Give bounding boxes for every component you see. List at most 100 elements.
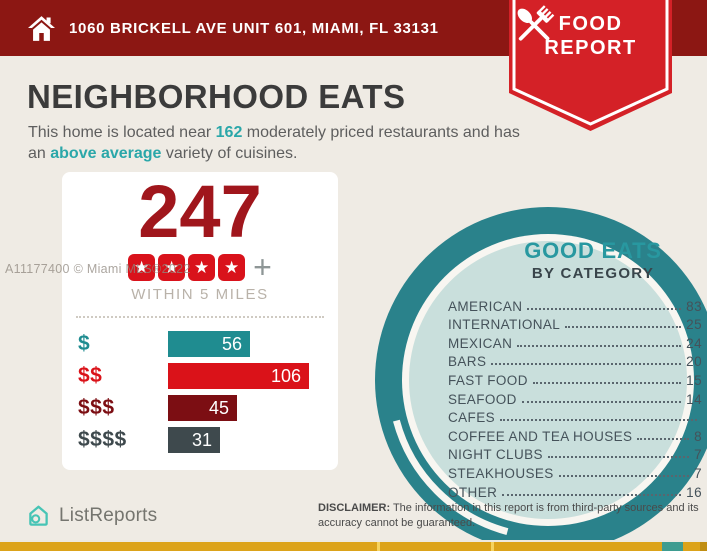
category-row: CAFES	[448, 407, 702, 426]
category-value: 8	[694, 428, 702, 444]
category-label: INTERNATIONAL	[448, 317, 561, 333]
category-row: FAST FOOD 15	[448, 369, 702, 388]
subtitle-text: moderately priced restaurants and has an	[28, 124, 520, 163]
listreports-house-icon	[29, 505, 48, 526]
good-eats-circle-graphic	[375, 207, 707, 551]
rating-stars: ★ ★ ★ ★	[128, 253, 246, 281]
dotted-leader	[547, 456, 690, 459]
category-label: NIGHT CLUBS	[448, 447, 543, 463]
category-label: COFFEE AND TEA HOUSES	[448, 428, 633, 444]
ribbon-title-line2: REPORT	[544, 37, 637, 59]
thumbnail-strip-divider	[491, 542, 494, 551]
price-tier-bar: 106	[168, 363, 309, 390]
category-label: BARS	[448, 354, 487, 370]
star-icon: ★	[218, 253, 246, 281]
subtitle-text: variety of cuisines.	[161, 145, 298, 163]
category-label: MEXICAN	[448, 335, 513, 351]
category-row: AMERICAN 83	[448, 295, 702, 314]
dotted-leader	[521, 400, 682, 403]
listreports-logo: ListReports	[26, 503, 157, 528]
price-tier-bar: 45	[168, 395, 237, 422]
price-tier-value: 45	[208, 397, 229, 418]
dotted-leader	[502, 493, 682, 496]
ribbon-title: FOOD REPORT	[509, 12, 672, 60]
thumbnail-strip-divider	[377, 542, 380, 551]
food-report-ribbon: FOOD REPORT	[509, 0, 672, 134]
mls-watermark: A11177400 © Miami MLS®2022	[5, 262, 191, 276]
good-eats-heading: GOOD EATS BY CATEGORY	[468, 238, 707, 282]
category-list: AMERICAN 83 INTERNATIONAL 25 MEXICAN 24 BARS 20…	[448, 295, 702, 500]
dotted-leader	[500, 419, 697, 422]
category-value: 15	[686, 372, 702, 388]
dotted-leader	[532, 381, 682, 384]
plus-icon: +	[253, 249, 272, 286]
page-subtitle: This home is located near 162 moderately…	[28, 122, 520, 164]
price-tier-label: $$$	[78, 396, 115, 420]
disclaimer-text: The information in this report is from t…	[318, 502, 699, 529]
price-tier-row: $$$ 45	[78, 392, 338, 424]
thumbnail-strip[interactable]	[0, 542, 707, 551]
price-tier-bar: 56	[168, 331, 250, 358]
category-row: OTHER 16	[448, 481, 702, 500]
category-label: SEAFOOD	[448, 391, 517, 407]
price-tier-label: $$$$	[78, 428, 127, 452]
price-tier-row: $$$$ 31	[78, 424, 338, 456]
category-value: 7	[694, 465, 702, 481]
category-row: BARS 20	[448, 351, 702, 370]
category-value: 16	[686, 484, 702, 500]
category-value: 14	[686, 391, 702, 407]
category-label: CAFES	[448, 410, 496, 426]
category-value: 7	[694, 447, 702, 463]
restaurant-stats-card: 247 ★ ★ ★ ★ + WITHIN 5 MILES $56 $$ 106 $$$ 45 $…	[62, 170, 338, 470]
disclaimer: DISCLAIMER: The information in this repo…	[318, 501, 707, 531]
radius-label: WITHIN 5 MILES	[131, 286, 269, 304]
category-row: INTERNATIONAL 25	[448, 314, 702, 333]
rating-row: ★ ★ ★ ★ +	[62, 249, 338, 286]
variety-highlight: above average	[50, 145, 162, 163]
dotted-leader	[491, 363, 682, 366]
category-value: 25	[686, 317, 702, 333]
price-tier-bar: 31	[168, 427, 220, 454]
price-tier-row: $56	[78, 328, 338, 360]
category-label: STEAKHOUSES	[448, 465, 554, 481]
category-value: 83	[686, 298, 702, 314]
dotted-divider	[76, 316, 324, 319]
dotted-leader	[527, 307, 682, 310]
dotted-leader	[637, 437, 690, 440]
price-tier-value: 56	[221, 333, 242, 354]
restaurant-count: 162	[215, 124, 243, 141]
star-icon: ★	[128, 253, 156, 281]
page-title: NEIGHBORHOOD EATS	[27, 78, 406, 115]
ribbon-badge-shape	[509, 0, 672, 131]
price-tier-row: $$ 106	[78, 360, 338, 392]
category-row: SEAFOOD 14	[448, 388, 702, 407]
subtitle-text: This home is located near	[28, 124, 216, 141]
good-eats-title: GOOD EATS	[524, 238, 662, 263]
category-row: COFFEE AND TEA HOUSES 8	[448, 425, 702, 444]
category-value: 20	[686, 354, 702, 370]
brand-name: ListReports	[59, 504, 158, 526]
category-label: OTHER	[448, 484, 498, 500]
category-label: FAST FOOD	[448, 372, 528, 388]
category-row: MEXICAN 24	[448, 332, 702, 351]
disclaimer-label: DISCLAIMER:	[318, 502, 391, 514]
total-restaurants: 247	[138, 170, 262, 253]
dotted-leader	[558, 474, 690, 477]
price-tier-bar-chart: $56 $$ 106 $$$ 45 $$$$ 31	[62, 328, 338, 456]
category-value: 24	[686, 335, 702, 351]
strip-separator	[0, 540, 707, 542]
thumbnail-strip-segment	[662, 542, 683, 551]
price-tier-label: $	[78, 332, 91, 356]
category-row: STEAKHOUSES 7	[448, 462, 702, 481]
by-category-subtitle: BY CATEGORY	[531, 265, 655, 282]
thumbnail-strip-segment	[700, 542, 707, 551]
star-icon: ★	[158, 253, 186, 281]
category-label: AMERICAN	[448, 298, 523, 314]
ribbon-title-line1: FOOD	[558, 13, 623, 35]
price-tier-label: $$	[78, 364, 103, 388]
price-tier-value: 31	[191, 429, 212, 450]
category-row: NIGHT CLUBS 7	[448, 444, 702, 463]
price-tier-value: 106	[270, 365, 301, 386]
property-address: 1060 BRICKELL AVE UNIT 601, MIAMI, FL 33…	[69, 19, 439, 37]
